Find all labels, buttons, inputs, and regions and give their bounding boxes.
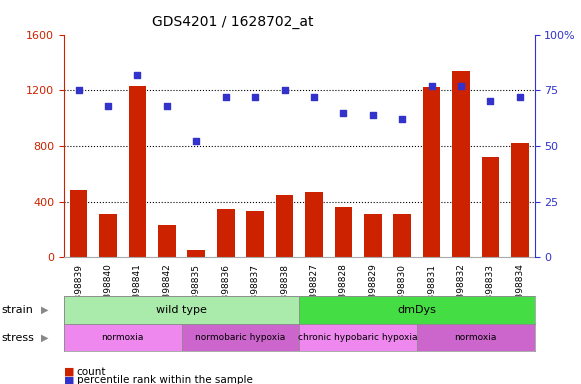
Text: wild type: wild type: [156, 305, 207, 315]
Point: [456, 83, 465, 89]
Text: ▶: ▶: [41, 305, 48, 315]
Point: [427, 83, 436, 89]
Bar: [335, 207, 352, 257]
Point: [280, 87, 289, 93]
Point: [133, 71, 142, 78]
Bar: [276, 195, 293, 257]
Bar: [128, 86, 146, 257]
Point: [397, 116, 407, 122]
Point: [250, 94, 260, 100]
Point: [339, 109, 348, 116]
Point: [74, 87, 83, 93]
Bar: [70, 190, 88, 257]
Bar: [417, 324, 535, 351]
Text: normoxia: normoxia: [102, 333, 144, 342]
Bar: [246, 211, 264, 257]
Bar: [423, 88, 440, 257]
Point: [103, 103, 113, 109]
Text: ■: ■: [64, 367, 74, 377]
Text: count: count: [77, 367, 106, 377]
Bar: [64, 296, 299, 324]
Bar: [452, 71, 470, 257]
Point: [192, 138, 201, 144]
Bar: [158, 225, 175, 257]
Text: normobaric hypoxia: normobaric hypoxia: [195, 333, 285, 342]
Point: [368, 112, 378, 118]
Bar: [64, 324, 181, 351]
Bar: [393, 214, 411, 257]
Bar: [217, 209, 235, 257]
Text: dmDys: dmDys: [397, 305, 436, 315]
Bar: [188, 250, 205, 257]
Text: stress: stress: [1, 333, 34, 343]
Bar: [99, 214, 117, 257]
Point: [221, 94, 230, 100]
Text: GDS4201 / 1628702_at: GDS4201 / 1628702_at: [152, 15, 313, 29]
Point: [515, 94, 525, 100]
Point: [486, 98, 495, 104]
Bar: [305, 192, 323, 257]
Bar: [299, 296, 535, 324]
Text: ▶: ▶: [41, 333, 48, 343]
Bar: [181, 324, 299, 351]
Text: normoxia: normoxia: [454, 333, 497, 342]
Point: [162, 103, 171, 109]
Bar: [511, 143, 529, 257]
Bar: [299, 324, 417, 351]
Point: [309, 94, 318, 100]
Text: ■: ■: [64, 375, 74, 384]
Text: chronic hypobaric hypoxia: chronic hypobaric hypoxia: [298, 333, 418, 342]
Text: percentile rank within the sample: percentile rank within the sample: [77, 375, 253, 384]
Bar: [364, 214, 382, 257]
Text: strain: strain: [1, 305, 33, 315]
Bar: [482, 157, 499, 257]
